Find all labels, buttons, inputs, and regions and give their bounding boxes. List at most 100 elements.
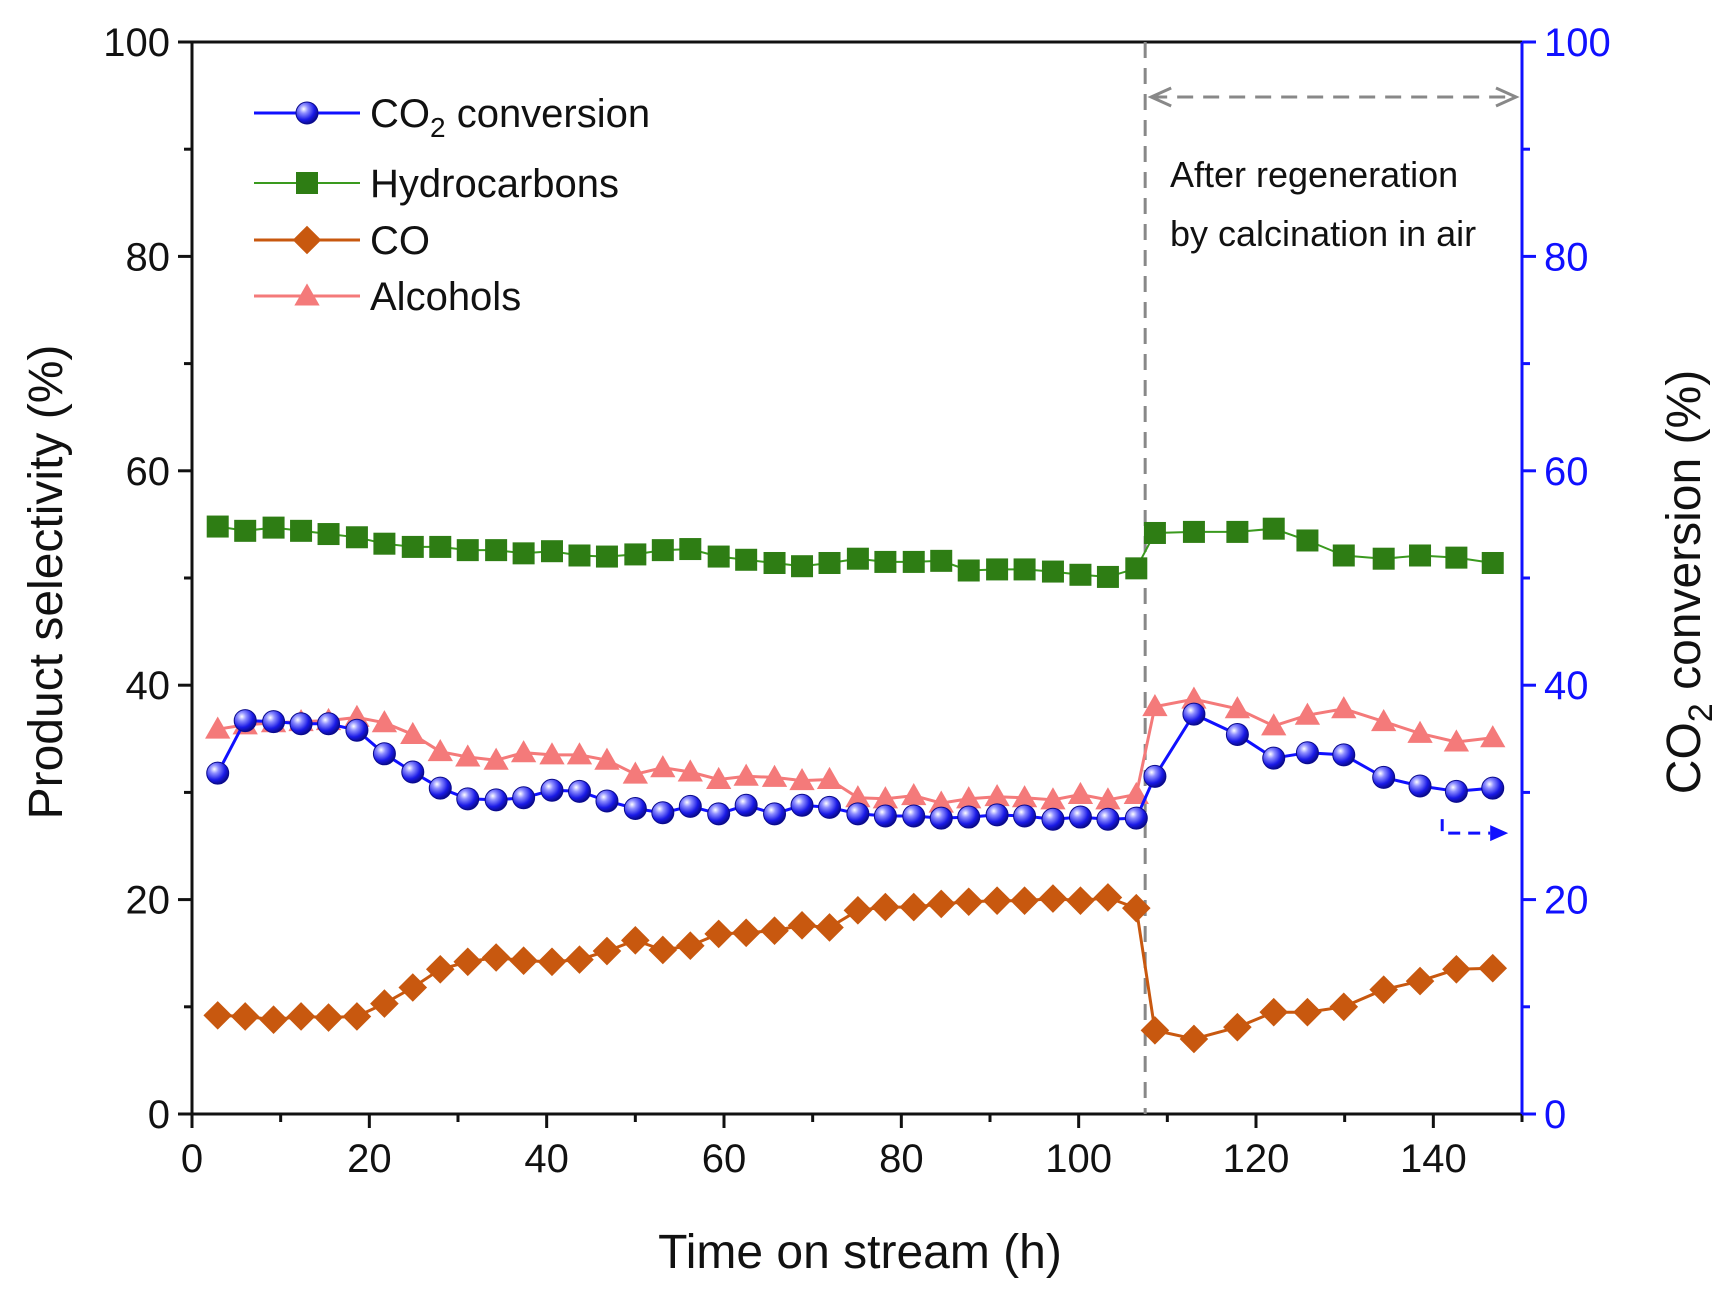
- series-hc: [206, 515, 1504, 588]
- data-point-co2: [763, 802, 787, 826]
- data-point-hc: [429, 535, 452, 558]
- co2-right-axis-pointer-head: [1490, 825, 1509, 842]
- data-point-hc: [234, 519, 257, 542]
- data-point-hc: [624, 543, 647, 566]
- legend-marker-alc: [294, 283, 320, 306]
- data-point-alc: [539, 742, 565, 765]
- data-point-hc: [846, 547, 869, 570]
- legend-label-co: CO: [370, 219, 430, 263]
- regeneration-divider-layer: [1143, 42, 1520, 1114]
- data-point-co2: [957, 805, 981, 829]
- x-tick-label: 120: [1223, 1137, 1290, 1181]
- data-point-co: [565, 945, 594, 974]
- data-point-hc: [735, 548, 758, 571]
- data-point-alc: [566, 742, 593, 765]
- data-point-co2: [345, 718, 369, 742]
- ticks-layer: 0 20 40 60 80 100 120 140 0 20 40 60 80 100 0 20 40 60 80 1…: [103, 21, 1611, 1181]
- data-point-co2: [818, 795, 842, 819]
- data-point-co: [871, 892, 900, 922]
- x-tick-label: 20: [347, 1137, 392, 1181]
- data-point-co2: [1068, 805, 1092, 829]
- legend-label-alc: Alcohols: [370, 275, 521, 319]
- data-point-co: [425, 954, 455, 984]
- data-point-alc: [1123, 781, 1149, 805]
- data-point-co: [259, 1005, 288, 1034]
- data-point-alc: [789, 767, 815, 791]
- regeneration-range-arrow-head-right: [1495, 86, 1520, 108]
- data-point-alc: [622, 761, 648, 784]
- y-right-tick-label: 20: [1544, 879, 1589, 923]
- data-point-hc: [707, 545, 730, 568]
- data-point-co: [398, 973, 428, 1002]
- data-point-alc: [1011, 785, 1038, 808]
- x-tick-label: 140: [1400, 1137, 1467, 1181]
- data-point-alc: [1443, 729, 1470, 752]
- data-point-co2: [233, 709, 257, 733]
- data-point-co: [676, 931, 705, 960]
- data-point-alc: [1181, 686, 1207, 709]
- data-point-co2: [428, 776, 452, 800]
- data-point-co2: [873, 804, 897, 828]
- data-point-co: [1329, 992, 1359, 1022]
- legend-item-co: CO: [254, 219, 430, 263]
- data-point-alc: [845, 785, 871, 808]
- legend-label-subscript: 2: [430, 112, 446, 143]
- data-point-hc: [874, 550, 897, 573]
- data-point-co: [1293, 997, 1322, 1027]
- x-tick-label: 100: [1045, 1137, 1112, 1181]
- data-point-co: [314, 1003, 343, 1032]
- data-point-co2: [1481, 776, 1505, 800]
- data-point-co: [1140, 1016, 1170, 1045]
- data-point-hc: [957, 559, 980, 582]
- y-axis-right-title-part-2: conversion (%): [1658, 370, 1711, 703]
- data-point-hc: [401, 535, 424, 558]
- annotation-line-1: After regeneration: [1170, 154, 1458, 195]
- data-point-co: [1442, 954, 1471, 984]
- legend-label-hc: Hydrocarbons: [370, 162, 619, 206]
- data-point-alc: [901, 782, 927, 806]
- data-point-co: [592, 936, 622, 966]
- y-left-tick-label: 80: [126, 235, 171, 279]
- data-point-alc: [371, 710, 398, 733]
- data-point-co2: [595, 789, 619, 813]
- legend-item-hc: Hydrocarbons: [254, 162, 619, 206]
- data-point-hc: [568, 544, 591, 567]
- data-point-alc: [1142, 693, 1168, 717]
- y-right-tick-label: 100: [1544, 21, 1611, 65]
- data-point-co2: [651, 801, 675, 825]
- data-point-alc: [1480, 725, 1506, 748]
- data-point-co2: [262, 710, 286, 734]
- data-point-co: [342, 1002, 372, 1031]
- data-point-co: [203, 1001, 233, 1030]
- x-axis-title: Time on stream (h): [658, 1226, 1062, 1279]
- data-point-co: [621, 926, 650, 955]
- data-point-alc: [1407, 720, 1433, 743]
- data-point-hc: [1041, 560, 1064, 583]
- y-axis-right-title-subscript: 2: [1682, 703, 1720, 722]
- data-point-co2: [1408, 774, 1432, 798]
- data-point-hc: [1143, 521, 1166, 544]
- y-left-tick-label: 40: [126, 664, 171, 708]
- data-point-hc: [512, 542, 535, 565]
- data-point-hc: [317, 523, 340, 546]
- data-point-alc: [733, 763, 759, 786]
- data-point-co: [926, 889, 956, 919]
- data-point-alc: [510, 740, 537, 763]
- series-co: [203, 883, 1508, 1054]
- data-point-co2: [707, 802, 731, 826]
- data-point-co2: [929, 806, 953, 830]
- data-point-alc: [455, 744, 481, 767]
- legend-marker-co: [292, 225, 322, 255]
- data-point-co2: [1041, 807, 1065, 831]
- annotation-line-2: by calcination in air: [1170, 213, 1476, 254]
- data-point-co2: [1372, 765, 1396, 789]
- data-point-alc: [984, 784, 1010, 807]
- data-point-alc: [1371, 708, 1397, 732]
- data-point-co2: [1444, 779, 1468, 803]
- data-point-co: [954, 887, 984, 917]
- data-point-co: [843, 896, 873, 925]
- data-point-co: [982, 886, 1012, 915]
- data-point-co2: [678, 794, 702, 818]
